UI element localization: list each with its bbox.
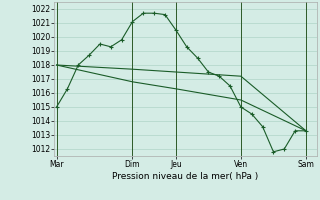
X-axis label: Pression niveau de la mer( hPa ): Pression niveau de la mer( hPa ) <box>112 172 259 181</box>
